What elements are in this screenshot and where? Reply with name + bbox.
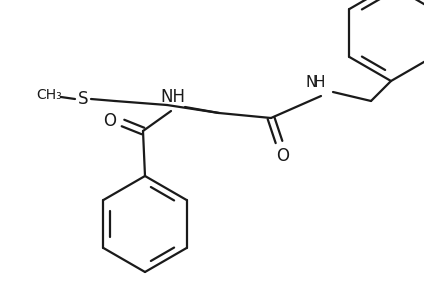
- Text: H: H: [313, 74, 325, 89]
- Text: O: O: [103, 112, 117, 130]
- Text: NH: NH: [161, 88, 186, 106]
- Text: CH₃: CH₃: [36, 88, 62, 102]
- Text: O: O: [276, 147, 290, 165]
- Text: S: S: [78, 90, 88, 108]
- Text: N: N: [305, 74, 317, 89]
